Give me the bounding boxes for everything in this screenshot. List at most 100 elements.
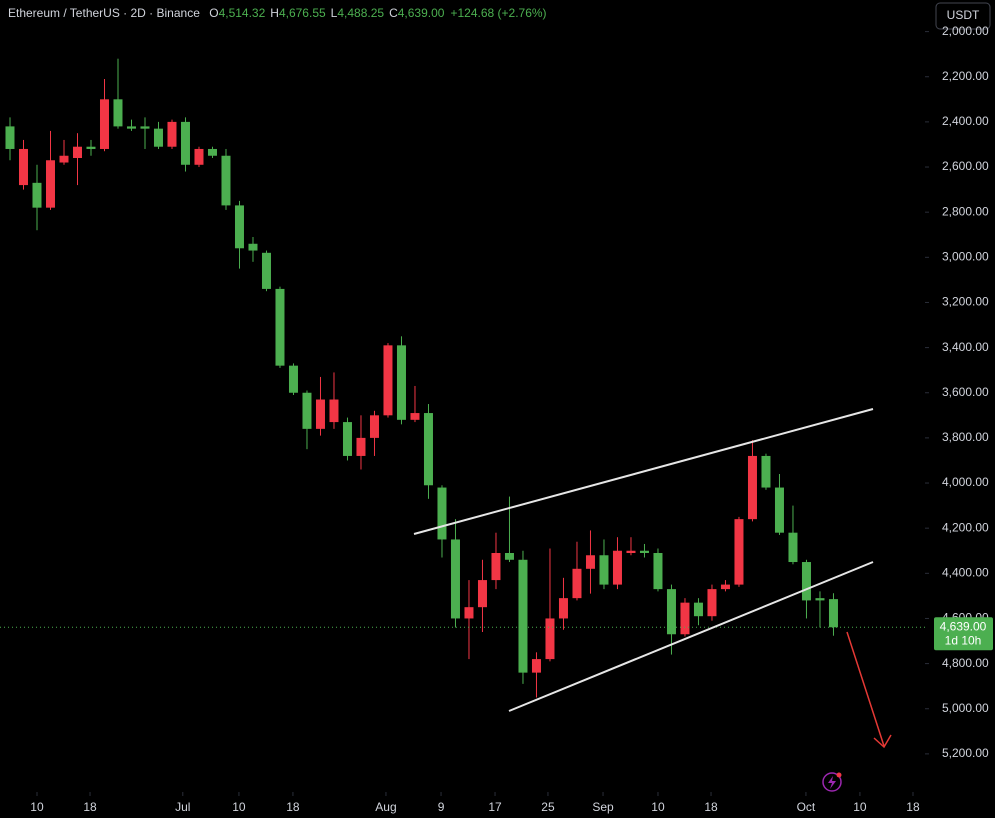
trend-line-lower [508, 561, 874, 712]
x-tick-label: 10 [30, 800, 44, 814]
ohlc-value: 4,514.32 [219, 6, 266, 20]
candle-body [828, 599, 838, 628]
candle-body [315, 399, 325, 429]
candle-body [693, 602, 703, 617]
y-tick-label: 4,000.00 [942, 475, 989, 489]
y-tick-label: 2,200.00 [942, 69, 989, 83]
candle-body [518, 559, 528, 673]
x-tick-label: 9 [438, 800, 445, 814]
candle-body [639, 550, 649, 553]
down-arrow [846, 631, 892, 749]
x-tick-label: 25 [541, 800, 555, 814]
currency-label[interactable]: USDT [947, 8, 980, 22]
candle-body [72, 146, 82, 158]
x-tick-label: 17 [488, 800, 502, 814]
y-tick-label: 3,000.00 [942, 249, 989, 263]
candle-body [477, 580, 487, 608]
symbol: Ethereum / TetherUS · 2D · Binance [8, 6, 200, 20]
y-tick-label: 3,600.00 [942, 385, 989, 399]
candle-body [32, 182, 42, 208]
candle-body [99, 99, 109, 149]
candle-body [531, 659, 541, 673]
y-tick-label: 4,800.00 [942, 656, 989, 670]
candle-body [801, 562, 811, 601]
y-tick-label: 5,200.00 [942, 746, 989, 760]
ohlc-value: 4,488.25 [337, 6, 384, 20]
candle-body [369, 415, 379, 438]
candle-body [302, 392, 312, 429]
candle-body [59, 155, 69, 163]
candle-body [585, 555, 595, 569]
ohlc-value: 4,639.00 [398, 6, 445, 20]
x-tick-label: 10 [651, 800, 665, 814]
candle-body [234, 205, 244, 249]
candle-body [288, 365, 298, 393]
ohlc-value: 4,676.55 [279, 6, 326, 20]
plot-area [0, 31, 929, 796]
candle-body [153, 128, 163, 147]
ohlc-key: O [209, 6, 218, 20]
candle-body [558, 598, 568, 619]
candle-body [410, 413, 420, 420]
countdown: 1d 10h [945, 633, 982, 647]
x-tick-label: Sep [592, 800, 614, 814]
y-tick-label: 3,200.00 [942, 295, 989, 309]
x-tick-label: Jul [175, 800, 190, 814]
candle-body [329, 399, 339, 423]
y-tick-label: 3,800.00 [942, 430, 989, 444]
candle-body [491, 553, 501, 581]
ohlc-key: L [331, 6, 338, 20]
x-tick-label: 18 [906, 800, 920, 814]
candle-body [545, 618, 555, 660]
candle-body [356, 437, 366, 456]
y-tick-label: 2,400.00 [942, 114, 989, 128]
candle-body [167, 121, 177, 147]
candle-body [734, 519, 744, 585]
y-tick-label: 2,800.00 [942, 204, 989, 218]
change: +124.68 (+2.76%) [450, 6, 546, 20]
candle-body [504, 553, 514, 560]
alert-icon[interactable] [822, 772, 842, 792]
candle-body [207, 148, 217, 156]
trend-line-upper [413, 408, 874, 535]
candle-body [45, 160, 55, 208]
candle-body [437, 487, 447, 540]
candle-body [666, 589, 676, 635]
candle-body [5, 126, 15, 149]
candle-body [126, 126, 136, 129]
candle-body [464, 607, 474, 619]
y-tick-label: 5,000.00 [942, 701, 989, 715]
candle-body [261, 252, 271, 289]
candle-body [275, 288, 285, 366]
candle-body [761, 455, 771, 488]
y-tick-label: 4,400.00 [942, 565, 989, 579]
candle-body [680, 602, 690, 635]
candle-body [747, 455, 757, 520]
candle-body [612, 550, 622, 585]
x-tick-label: 18 [286, 800, 300, 814]
candle-body [180, 121, 190, 165]
candle-body [140, 126, 150, 129]
ohlc-key: H [270, 6, 279, 20]
x-tick-label: Oct [797, 800, 816, 814]
candle-body [221, 155, 231, 206]
candle-body [18, 148, 28, 186]
candle-body [788, 532, 798, 563]
x-tick-label: 18 [83, 800, 97, 814]
candle-body [194, 148, 204, 165]
y-tick-label: 4,200.00 [942, 520, 989, 534]
candle-body [572, 568, 582, 599]
candle-body [383, 345, 393, 416]
candle-body [626, 550, 636, 553]
last-price-label: 4,639.00 [940, 619, 987, 633]
x-tick-label: Aug [375, 800, 396, 814]
currency-button[interactable]: USDT [935, 2, 991, 30]
candle-body [720, 584, 730, 590]
x-tick-label: 10 [853, 800, 867, 814]
chart-header: Ethereum / TetherUS · 2D · Binance O4,51… [8, 6, 547, 20]
candle-body [423, 413, 433, 486]
candle-body [113, 99, 123, 127]
y-tick-label: 3,400.00 [942, 340, 989, 354]
